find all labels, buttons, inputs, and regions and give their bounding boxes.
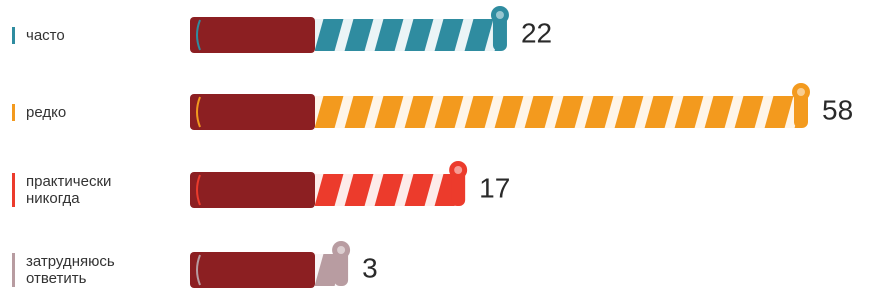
value-label: 3 xyxy=(362,252,378,283)
chart: 22 58 17 3 часто редко практически никогда зат… xyxy=(0,0,883,301)
category-label: часто xyxy=(12,27,136,44)
bar xyxy=(315,96,800,128)
category-label: затрудняюсь ответить xyxy=(12,253,136,287)
bar xyxy=(315,174,457,206)
value-label: 22 xyxy=(521,17,552,48)
value-label: 17 xyxy=(479,172,510,203)
roll-core xyxy=(337,246,345,254)
legend-marker xyxy=(12,104,15,121)
category-label: практически никогда xyxy=(12,173,136,207)
bar-handle xyxy=(190,17,315,53)
roll-core xyxy=(454,166,462,174)
value-label: 58 xyxy=(822,94,853,125)
bar-handle xyxy=(190,172,315,208)
bar xyxy=(315,19,499,51)
roll-core xyxy=(797,88,805,96)
bar-handle xyxy=(190,94,315,130)
roll-core xyxy=(496,11,504,19)
legend-marker xyxy=(12,253,15,287)
bar-handle xyxy=(190,252,315,288)
legend-marker xyxy=(12,27,15,44)
category-label: редко xyxy=(12,104,136,121)
legend-marker xyxy=(12,173,15,207)
